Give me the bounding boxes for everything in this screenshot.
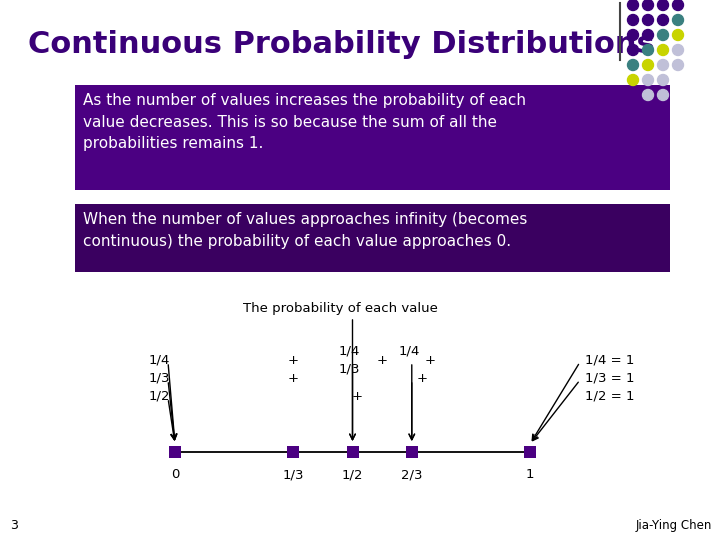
Text: +: + [424,354,436,367]
Text: +: + [377,354,387,367]
Text: 1: 1 [526,468,534,481]
Text: 1/3 = 1: 1/3 = 1 [585,372,634,384]
Text: 3: 3 [10,519,18,532]
Circle shape [642,75,654,85]
Text: Jia-Ying Chen: Jia-Ying Chen [636,519,712,532]
Text: 1/4: 1/4 [398,345,420,358]
Circle shape [628,15,639,25]
Bar [169,446,181,458]
Circle shape [642,59,654,71]
Text: +: + [288,354,299,367]
Circle shape [672,30,683,40]
Text: +: + [416,372,427,384]
Circle shape [672,0,683,10]
Text: 1/4: 1/4 [339,345,360,358]
Text: 1/3: 1/3 [338,363,360,376]
Circle shape [628,44,639,56]
Text: 1/2 = 1: 1/2 = 1 [585,389,634,402]
Circle shape [657,0,668,10]
Bar [75,204,670,272]
Circle shape [628,30,639,40]
Text: 1/4: 1/4 [148,354,170,367]
Text: 1/2: 1/2 [148,389,170,402]
Text: As the number of values increases the probability of each
value decreases. This : As the number of values increases the pr… [83,93,526,151]
Circle shape [642,30,654,40]
Circle shape [657,15,668,25]
Bar [346,446,359,458]
Text: Continuous Probability Distributions: Continuous Probability Distributions [28,30,654,59]
Text: 2/3: 2/3 [401,468,423,481]
Circle shape [672,44,683,56]
Bar [524,446,536,458]
Bar [406,446,418,458]
Text: 1/2: 1/2 [342,468,364,481]
Circle shape [672,59,683,71]
Bar [75,85,670,190]
Bar [287,446,300,458]
Circle shape [642,0,654,10]
Circle shape [628,0,639,10]
Text: +: + [288,372,299,384]
Circle shape [657,44,668,56]
Text: 1/4 = 1: 1/4 = 1 [585,354,634,367]
Circle shape [642,90,654,100]
Text: The probability of each value: The probability of each value [243,302,438,315]
Circle shape [672,15,683,25]
Text: 1/3: 1/3 [148,372,170,384]
Circle shape [657,30,668,40]
Text: +: + [352,389,363,402]
Text: 1/3: 1/3 [282,468,304,481]
Circle shape [657,90,668,100]
Text: 0: 0 [171,468,179,481]
Circle shape [628,59,639,71]
Circle shape [657,59,668,71]
Circle shape [657,75,668,85]
Circle shape [642,44,654,56]
Text: When the number of values approaches infinity (becomes
continuous) the probabili: When the number of values approaches inf… [83,212,527,248]
Circle shape [642,15,654,25]
Circle shape [628,75,639,85]
